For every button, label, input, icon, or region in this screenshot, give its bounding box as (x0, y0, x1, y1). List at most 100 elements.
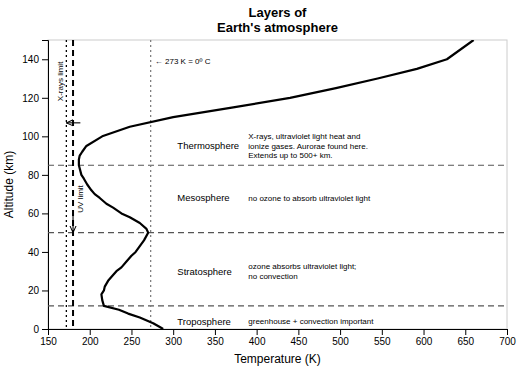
x-tick: 250 (124, 329, 141, 347)
annotation: ozone absorbs ultraviolet light;no conve… (248, 262, 356, 281)
x-tick-label: 500 (332, 336, 349, 347)
layer-boundary (48, 232, 507, 233)
x-tick: 400 (249, 329, 266, 347)
x-tick-mark (382, 329, 383, 335)
annotation: ← 273 K = 0º C (155, 57, 211, 66)
y-tick-label: 120 (22, 93, 39, 104)
y-tick-mark (42, 59, 48, 60)
limit-label: UV limit (76, 184, 85, 212)
annotation-line: greenhouse + convection important (248, 317, 374, 326)
annotation-line: Thermosphere (177, 140, 239, 151)
y-tick-mark (42, 252, 48, 253)
annotation-line: ozone absorbs ultraviolet light; (248, 262, 356, 271)
x-tick-mark (340, 329, 341, 335)
x-tick-label: 700 (499, 336, 516, 347)
limit-label: X-rays limit (56, 61, 65, 101)
x-tick-label: 650 (457, 336, 474, 347)
x-axis-title: Temperature (K) (234, 352, 321, 366)
x-axis-line (49, 330, 508, 336)
y-tick: 0 (33, 324, 48, 335)
y-tick-mark (42, 290, 48, 291)
plot-frame (48, 40, 507, 329)
x-tick-label: 300 (165, 336, 182, 347)
x-tick-label: 600 (416, 336, 433, 347)
x-tick: 150 (40, 329, 57, 347)
vertical-line (72, 40, 74, 329)
y-tick-label: 100 (22, 131, 39, 142)
layer-label: Thermosphere (177, 140, 239, 151)
y-tick-label: 140 (22, 54, 39, 65)
y-tick-label: 80 (28, 170, 40, 181)
chart: 150 200 250 300 350 400 450 500 550 600 650 700 0 20 4… (0, 0, 523, 369)
y-tick: 80 (28, 170, 48, 181)
x-tick: 600 (416, 329, 433, 347)
y-tick-mark (42, 213, 48, 214)
x-tick: 450 (291, 329, 308, 347)
x-tick: 200 (82, 329, 99, 347)
x-tick-mark (298, 329, 299, 335)
y-tick: 140 (22, 54, 48, 65)
layer-label: Troposphere (177, 316, 231, 327)
x-tick: 500 (332, 329, 349, 347)
annotation-line: X-rays, ultraviolet light heat and (248, 132, 360, 141)
y-tick: 40 (28, 247, 48, 258)
layer-label: Stratosphere (177, 266, 231, 277)
annotation: greenhouse + convection important (248, 317, 374, 326)
x-tick-label: 450 (291, 336, 308, 347)
plot-area: 150 200 250 300 350 400 450 500 550 600 650 700 0 20 4… (22, 40, 516, 347)
layer-boundary (48, 165, 507, 166)
annotation-line: no convection (248, 272, 297, 281)
vertical-line (66, 40, 67, 329)
y-axis-title: Altitude (km) (2, 151, 16, 218)
annotation-line: ionize gases. Aurorae found here. (248, 142, 368, 151)
x-tick-label: 250 (124, 336, 141, 347)
x-tick-label: 350 (207, 336, 224, 347)
limit-arrow (72, 213, 73, 233)
x-tick-mark (215, 329, 216, 335)
y-tick: 120 (22, 93, 48, 104)
title: Layers ofEarth's atmosphere (217, 5, 338, 35)
marks (48, 40, 507, 329)
y-tick-label: 40 (28, 247, 40, 258)
vertical-line (150, 40, 151, 329)
x-tick-mark (424, 329, 425, 335)
annotation-line: Stratosphere (177, 266, 231, 277)
x-tick-label: 150 (40, 336, 57, 347)
x-tick-label: 550 (374, 336, 391, 347)
y-tick-label: 60 (28, 208, 40, 219)
x-tick-mark (507, 329, 508, 335)
layer-label: Mesosphere (177, 192, 229, 203)
y-tick-mark (42, 98, 48, 99)
x-tick-mark (465, 329, 466, 335)
x-tick-mark (257, 329, 258, 335)
annotation-line: Troposphere (177, 316, 231, 327)
annotation-line: Mesosphere (177, 192, 229, 203)
annotation: no ozone to absorb ultraviolet light (248, 194, 371, 203)
annotation-line: no ozone to absorb ultraviolet light (248, 194, 371, 203)
temperature-profile (79, 40, 474, 329)
annotation-line: Extends up to 500+ km. (248, 151, 332, 160)
title-line: Layers of (249, 5, 307, 20)
y-tick-label: 0 (33, 324, 39, 335)
x-tick: 350 (207, 329, 224, 347)
y-tick-mark (42, 136, 48, 137)
y-axis: 0 20 40 60 80 100 120 140 (22, 41, 48, 335)
title-line: Earth's atmosphere (217, 20, 338, 35)
x-tick-mark (131, 329, 132, 335)
y-tick-label: 20 (28, 285, 40, 296)
x-tick-mark (173, 329, 174, 335)
x-tick: 300 (165, 329, 182, 347)
x-tick: 700 (499, 329, 516, 347)
x-tick-label: 400 (249, 336, 266, 347)
x-tick: 650 (457, 329, 474, 347)
x-tick-mark (90, 329, 91, 335)
y-axis-line (42, 41, 49, 330)
limit-arrow (66, 122, 80, 123)
annotation-line: ← 273 K = 0º C (155, 57, 211, 66)
x-tick: 550 (374, 329, 391, 347)
y-tick-mark (42, 175, 48, 176)
y-tick: 20 (28, 285, 48, 296)
y-tick: 60 (28, 208, 48, 219)
y-tick: 100 (22, 131, 48, 142)
x-axis: 150 200 250 300 350 400 450 500 550 600 650 700 (40, 329, 516, 347)
